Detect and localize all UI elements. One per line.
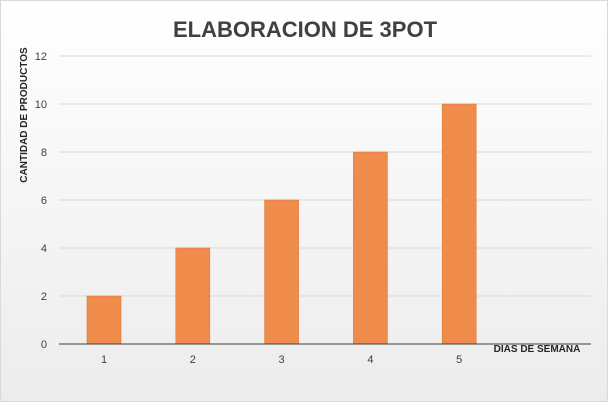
y-tick-label: 8 (41, 147, 47, 159)
bar (353, 151, 388, 345)
bar (175, 247, 211, 345)
gridlines (59, 55, 591, 297)
y-tick-label: 0 (41, 339, 47, 351)
x-tick-label: 3 (279, 354, 285, 366)
chart-title: ELABORACION DE 3POT (173, 17, 438, 42)
y-tick-label: 10 (35, 99, 47, 111)
y-tick-label: 12 (35, 51, 47, 63)
y-tick-label: 2 (41, 291, 47, 303)
y-tick-label: 6 (41, 195, 47, 207)
y-axis-title: CANTIDAD DE PRODUCTOS (19, 47, 30, 183)
y-tick-label: 4 (41, 243, 47, 255)
bar (264, 199, 299, 345)
bar (441, 103, 477, 345)
y-tick-labels: 0 2 4 6 8 10 12 (35, 51, 47, 351)
x-tick-label: 2 (190, 354, 196, 366)
x-tick-labels: 1 2 3 4 5 (101, 354, 462, 366)
x-tick-label: 1 (101, 354, 107, 366)
bars (86, 103, 477, 345)
x-tick-label: 4 (367, 354, 373, 366)
bar (86, 295, 122, 345)
x-tick-label: 5 (456, 354, 462, 366)
x-axis-title: DIAS DE SEMANA (494, 344, 581, 355)
